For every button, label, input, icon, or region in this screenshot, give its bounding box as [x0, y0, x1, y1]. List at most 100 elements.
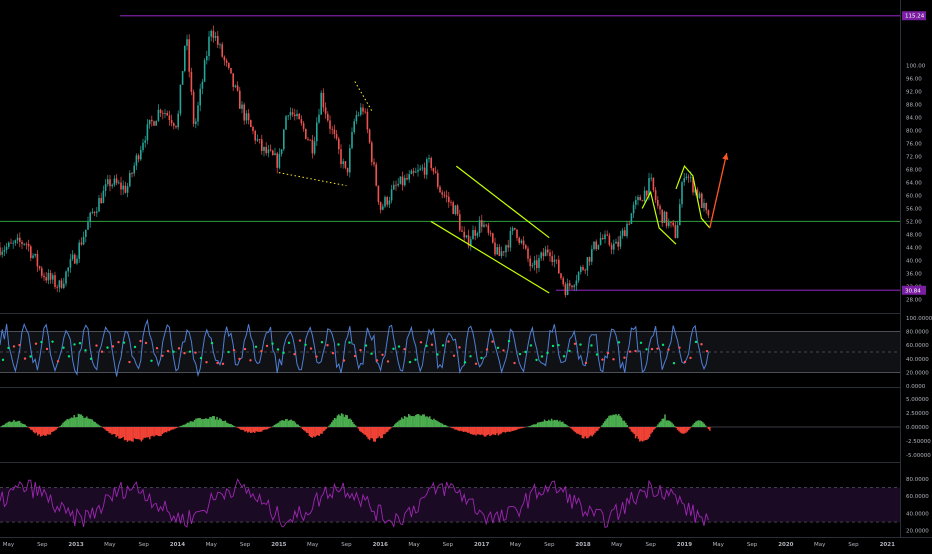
stoch-signal-dot — [617, 341, 621, 344]
candle-body — [549, 252, 551, 257]
candle-body — [115, 178, 118, 184]
rsi-panel[interactable] — [0, 478, 900, 528]
time-tick-label: Sep — [138, 542, 149, 548]
candle-body — [619, 235, 622, 247]
candle-body — [610, 244, 613, 250]
stoch-signal-dot — [205, 360, 208, 364]
stoch-signal-dot — [243, 347, 247, 351]
candle-body — [478, 220, 481, 234]
candle-body — [368, 129, 371, 143]
candle-body — [388, 200, 391, 205]
candle-body — [415, 171, 417, 173]
candle-body — [12, 242, 14, 244]
stoch-signal-dot — [381, 353, 384, 357]
price-tick-label: 40.00 — [906, 258, 922, 264]
flag-pattern — [641, 190, 677, 245]
candle-body — [258, 139, 261, 141]
candle-body — [276, 153, 278, 168]
candle-body — [417, 169, 419, 172]
stoch-signal-dot — [535, 358, 538, 362]
stoch-signal-dot — [144, 341, 148, 345]
candle-body — [311, 139, 314, 154]
time-tick-label: 2016 — [373, 542, 388, 548]
stochastic-panel[interactable] — [0, 318, 900, 378]
candle-body — [448, 196, 450, 203]
stoch-signal-dot — [639, 341, 643, 344]
candle-body — [208, 36, 210, 56]
candle-body — [129, 172, 131, 187]
candle-body — [302, 123, 305, 129]
candle-body — [21, 241, 23, 245]
stoch-signal-dot — [485, 348, 489, 351]
candle-body — [432, 168, 435, 172]
candle-body — [386, 197, 388, 205]
stoch-tick-label: 100.0000 — [906, 316, 932, 322]
time-axis: May Sep 2013 May Sep 2014 May Sep 2015 May Sep 2016… — [3, 542, 895, 548]
candle-body — [663, 211, 666, 223]
wedge-upper-dotted — [354, 81, 373, 112]
stoch-signal-dot — [441, 344, 445, 347]
candle-body — [151, 119, 153, 122]
candle-body — [461, 230, 463, 232]
time-tick-label: 2015 — [271, 542, 286, 548]
rsi-tick-label: 20.0000 — [906, 529, 929, 535]
oscillator-panel[interactable] — [0, 413, 900, 442]
candle-body — [144, 140, 146, 143]
price-tick-label: 72.00 — [906, 154, 922, 160]
candle-body — [309, 139, 311, 141]
candle-body — [355, 115, 358, 122]
stoch-signal-dot — [199, 356, 203, 360]
candle-body — [186, 39, 188, 46]
candle-body — [199, 88, 201, 106]
candle-body — [377, 185, 380, 203]
candle-body — [60, 280, 63, 288]
candle-body — [3, 249, 6, 252]
candle-body — [27, 244, 30, 247]
candle-body — [441, 192, 443, 195]
candle-body — [500, 251, 503, 257]
time-tick-label: May — [104, 542, 116, 548]
candle-body — [230, 68, 232, 74]
candle-body — [32, 255, 34, 258]
candle-body — [423, 167, 426, 175]
candle-body — [630, 213, 633, 224]
stoch-signal-dot — [100, 350, 104, 353]
candle-body — [210, 30, 212, 37]
candle-body — [140, 149, 142, 160]
price-tick-label: 80.00 — [906, 128, 922, 134]
candle-body — [89, 212, 91, 223]
candle-body — [236, 85, 239, 91]
candle-body — [665, 211, 668, 226]
candle-body — [122, 185, 124, 190]
candle-body — [560, 273, 562, 279]
candle-body — [96, 211, 98, 213]
candle-body — [393, 184, 395, 190]
candle-body — [566, 283, 569, 295]
candle-body — [124, 185, 127, 193]
candle-body — [181, 71, 184, 85]
candle-body — [687, 176, 690, 178]
candle-body — [637, 196, 639, 201]
stoch-signal-dot — [408, 360, 412, 364]
candle-body — [274, 153, 276, 156]
candle-body — [91, 212, 94, 213]
stoch-signal-dot — [353, 354, 357, 358]
candle-body — [456, 205, 459, 215]
candle-body — [283, 129, 285, 150]
candle-body — [184, 45, 186, 72]
candle-body — [221, 44, 223, 57]
candle-body — [111, 184, 113, 187]
candle-body — [707, 210, 710, 216]
candle-body — [599, 237, 602, 245]
stoch-signal-dot — [23, 357, 27, 360]
stoch-signal-dot — [414, 358, 417, 361]
candle-body — [329, 120, 331, 129]
candle-body — [164, 112, 166, 114]
candle-body — [38, 266, 41, 269]
stoch-signal-dot — [392, 347, 395, 350]
candle-body — [674, 225, 677, 238]
candle-body — [553, 259, 556, 262]
price-panel[interactable] — [0, 15, 900, 298]
